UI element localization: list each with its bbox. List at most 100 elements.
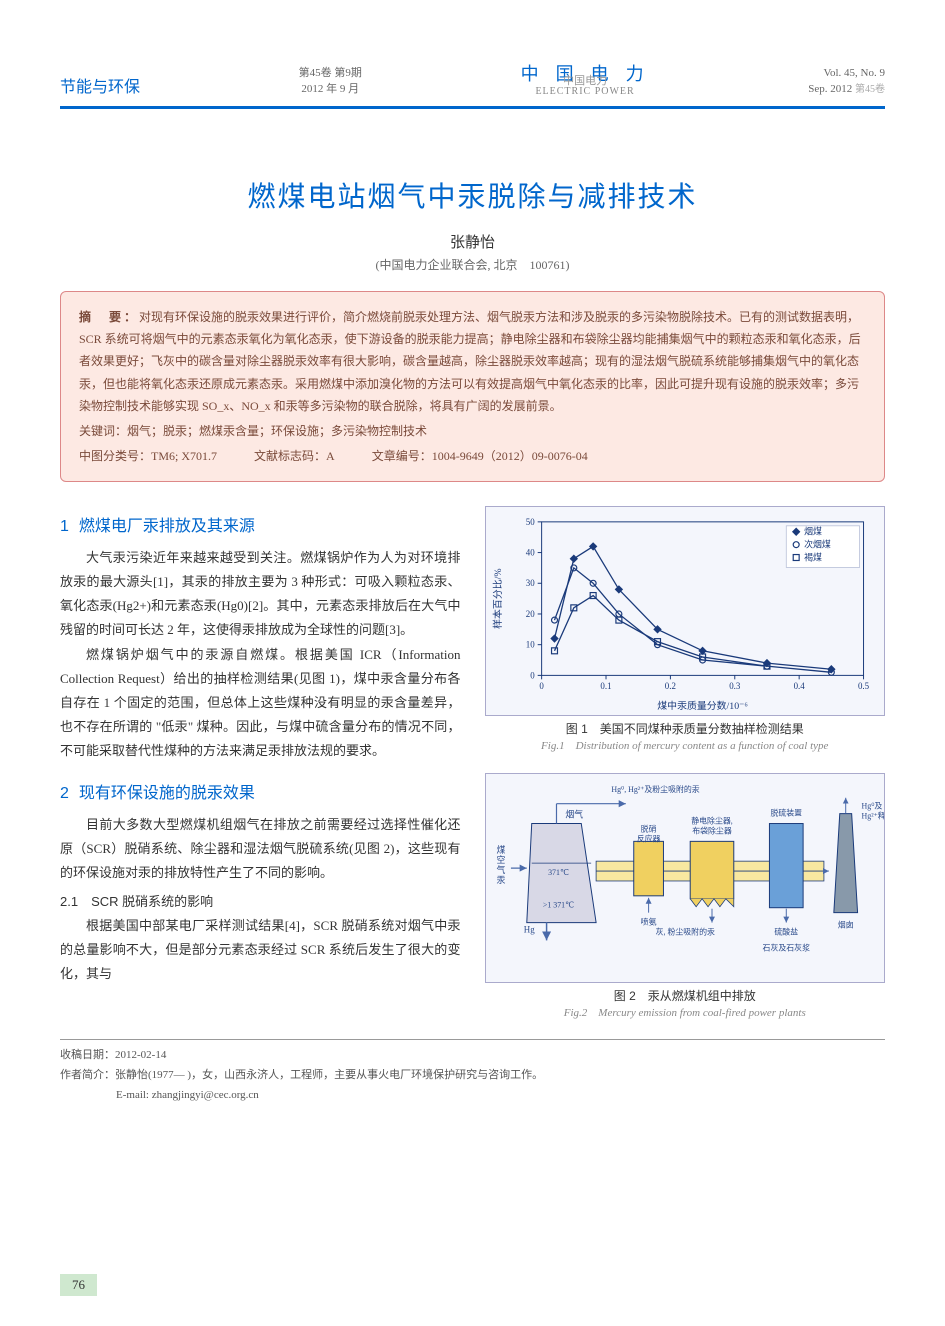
section-2-num: 2 [60,785,69,802]
classification-row: 中图分类号：TM6; X701.7 文献标志码：A 文章编号：1004-9649… [79,445,866,467]
figure-2-diagram: 煤空气汞371℃>1 371℃Hg烟气Hg⁰, Hg²⁺及粉尘吸附的汞脱硝反应器… [485,773,886,983]
keywords-label: 关键词： [79,424,127,438]
date-en: Sep. 2012 [808,83,852,95]
svg-text:静电除尘器,: 静电除尘器, [691,815,733,825]
email-label: E-mail: [116,1089,152,1101]
doc-code-label: 文献标志码： [254,449,326,463]
svg-text:汞: 汞 [496,875,505,885]
journal-overlay: 中国电力 [563,72,607,88]
received-date: 2012-02-14 [115,1049,166,1061]
svg-text:石灰及石灰浆: 石灰及石灰浆 [762,942,810,952]
svg-text:Hg⁰及: Hg⁰及 [861,801,882,810]
doc-code: A [326,449,335,463]
author: 张静怡 [60,231,885,252]
figure-2-svg: 煤空气汞371℃>1 371℃Hg烟气Hg⁰, Hg²⁺及粉尘吸附的汞脱硝反应器… [486,774,885,982]
title-block: 燃煤电站烟气中汞脱除与减排技术 张静怡 (中国电力企业联合会, 北京 10076… [60,175,885,273]
s2-para-2: 根据美国中部某电厂采样测试结果[4]，SCR 脱硝系统对烟气中汞的总量影响不大，… [60,914,461,986]
svg-text:喷氨: 喷氨 [640,916,656,926]
svg-text:烟煤: 烟煤 [804,526,822,537]
clc-label: 中图分类号： [79,449,151,463]
svg-text:布袋除尘器: 布袋除尘器 [692,825,732,835]
article-id: 1004-9649（2012）09-0076-04 [432,449,588,463]
figure-1-chart: 0102030405000.10.20.30.40.5煤中汞质量分数/10⁻⁶样… [485,506,886,716]
article-title: 燃煤电站烟气中汞脱除与减排技术 [60,175,885,215]
right-overlay: 第45卷 [855,84,885,95]
svg-text:0.1: 0.1 [600,682,611,692]
section-label: 节能与环保 [60,73,140,97]
email: zhangjingyi@cec.org.cn [152,1089,259,1101]
svg-text:0.4: 0.4 [793,682,805,692]
doc-code-block: 文献标志码：A [254,445,335,467]
section-2-heading: 2 现有环保设施的脱汞效果 [60,779,461,803]
svg-text:Hg⁰, Hg²⁺及粉尘吸附的汞: Hg⁰, Hg²⁺及粉尘吸附的汞 [611,784,699,794]
bio-row: 作者简介：张静怡(1977— )，女，山西永济人，工程师，主要从事火电厂环境保护… [60,1066,885,1086]
svg-text:>1 371℃: >1 371℃ [542,901,573,910]
figure-1-svg: 0102030405000.10.20.30.40.5煤中汞质量分数/10⁻⁶样… [486,507,885,715]
figure-2-caption: 图 2 汞从燃煤机组中排放 Fig.2 Mercury emission fro… [485,987,886,1022]
svg-text:30: 30 [525,579,534,589]
svg-text:烟气: 烟气 [565,808,583,819]
issue-cn: 第45卷 第9期 2012 年 9 月 [299,66,362,97]
svg-text:0.2: 0.2 [664,682,675,692]
section-2-title: 现有环保设施的脱汞效果 [79,785,255,802]
svg-text:50: 50 [525,517,534,527]
svg-text:脱硝: 脱硝 [640,823,656,833]
svg-text:次烟煤: 次烟煤 [804,539,831,550]
received-row: 收稿日期：2012-02-14 [60,1046,885,1066]
svg-text:Hg: Hg [523,924,534,934]
svg-text:煤中汞质量分数/10⁻⁶: 煤中汞质量分数/10⁻⁶ [657,699,748,712]
svg-text:空: 空 [496,854,505,865]
svg-text:371℃: 371℃ [548,868,569,877]
svg-text:褐煤: 褐煤 [804,552,822,563]
s1-para-1: 大气汞污染近年来越来越受到关注。燃煤锅炉作为人为对环境排放汞的最大源头[1]，其… [60,546,461,642]
header-rule [60,106,885,109]
abstract-text: 对现有环保设施的脱汞效果进行评价，简介燃烧前脱汞处理方法、烟气脱汞方法和涉及脱汞… [79,310,861,413]
abstract-label: 摘 要： [79,310,139,324]
article-id-label: 文章编号： [372,449,432,463]
svg-text:烟囱: 烟囱 [837,919,853,929]
keywords-row: 关键词：烟气；脱汞；燃煤汞含量；环保设施；多污染物控制技术 [79,420,866,442]
received-label: 收稿日期： [60,1049,115,1061]
s1-para-2: 燃煤锅炉烟气中的汞源自燃煤。根据美国 ICR（Information Colle… [60,643,461,763]
journal-title-block: 中 国 电 力 ELECTRIC POWER 中国电力 [521,60,650,97]
svg-text:硫酸盐: 硫酸盐 [774,926,798,936]
bio-text: 张静怡(1977— )，女，山西永济人，工程师，主要从事火电厂环境保护研究与咨询… [115,1069,543,1081]
section-1-title: 燃煤电厂汞排放及其来源 [79,518,255,535]
date-cn: 2012 年 9 月 [299,82,362,97]
s2-para-1: 目前大多数大型燃煤机组烟气在排放之前需要经过选择性催化还原（SCR）脱硝系统、除… [60,813,461,885]
svg-text:0: 0 [530,671,535,681]
svg-text:40: 40 [525,548,534,558]
affiliation: (中国电力企业联合会, 北京 100761) [60,256,885,273]
email-row: E-mail: zhangjingyi@cec.org.cn [60,1086,885,1106]
volume-issue-en: Vol. 45, No. 9 [808,66,885,81]
section-2-1-heading: 2.1 SCR 脱硝系统的影响 [60,891,461,910]
left-column: 1 燃煤电厂汞排放及其来源 大气汞污染近年来越来越受到关注。燃煤锅炉作为人为对环境… [60,502,461,1021]
clc-block: 中图分类号：TM6; X701.7 [79,445,217,467]
section-1-num: 1 [60,518,69,535]
issue-en: Vol. 45, No. 9 Sep. 2012 第45卷 [808,66,885,97]
fig1-caption-en: Fig.1 Distribution of mercury content as… [485,738,886,755]
clc: TM6; X701.7 [151,449,217,463]
fig2-caption-cn: 图 2 汞从燃煤机组中排放 [485,987,886,1005]
svg-text:20: 20 [525,609,534,619]
keywords: 烟气；脱汞；燃煤汞含量；环保设施；多污染物控制技术 [127,424,427,438]
svg-text:样本百分比/%: 样本百分比/% [491,569,504,629]
figure-1-caption: 图 1 美国不同煤种汞质量分数抽样检测结果 Fig.1 Distribution… [485,720,886,755]
svg-text:Hg²⁺释放: Hg²⁺释放 [861,810,884,820]
section-1-heading: 1 燃煤电厂汞排放及其来源 [60,512,461,536]
svg-text:0.5: 0.5 [857,682,869,692]
page-number: 76 [60,1274,97,1296]
svg-text:灰, 粉尘吸附的汞: 灰, 粉尘吸附的汞 [655,926,714,936]
svg-text:10: 10 [525,640,534,650]
abstract-box: 摘 要：对现有环保设施的脱汞效果进行评价，简介燃烧前脱汞处理方法、烟气脱汞方法和… [60,291,885,482]
svg-text:煤: 煤 [496,844,505,855]
bio-label: 作者简介： [60,1069,115,1081]
svg-text:脱硫装置: 脱硫装置 [770,807,802,817]
page-header: 节能与环保 第45卷 第9期 2012 年 9 月 中 国 电 力 ELECTR… [0,0,945,135]
right-column: 0102030405000.10.20.30.40.5煤中汞质量分数/10⁻⁶样… [485,502,886,1021]
svg-text:0: 0 [539,682,544,692]
fig2-caption-en: Fig.2 Mercury emission from coal-fired p… [485,1005,886,1022]
fig1-caption-cn: 图 1 美国不同煤种汞质量分数抽样检测结果 [485,720,886,738]
svg-text:反应器: 反应器 [636,833,660,843]
header-row: 节能与环保 第45卷 第9期 2012 年 9 月 中 国 电 力 ELECTR… [60,60,885,103]
